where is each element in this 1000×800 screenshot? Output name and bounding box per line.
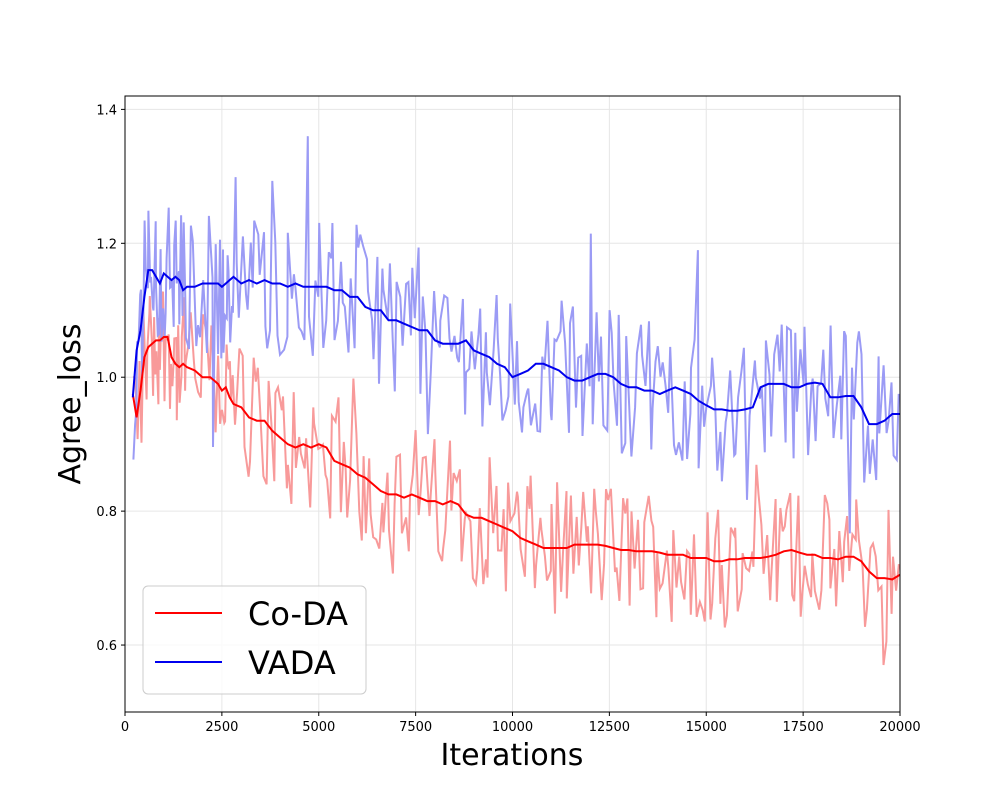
y-tick-label: 1.0	[96, 371, 117, 386]
y-tick-label: 1.4	[96, 103, 117, 118]
x-tick-label: 5000	[302, 720, 335, 735]
x-tick-label: 7500	[399, 720, 432, 735]
smooth-series-layer	[131, 269, 900, 581]
x-tick-label: 15000	[686, 720, 727, 735]
x-tick-label: 12500	[589, 720, 630, 735]
x-axis-ticks: 0 2500 5000 7500 10000 12500 15000 17500 20000	[121, 712, 921, 735]
x-tick-label: 17500	[782, 720, 823, 735]
legend-entry-co-da: Co-DA	[248, 595, 348, 633]
y-axis-label: Agree_loss	[53, 323, 88, 484]
series-line-vada	[131, 269, 900, 426]
raw-series-line-co-da	[132, 291, 900, 666]
y-tick-label: 0.6	[96, 639, 117, 654]
x-tick-label: 20000	[879, 720, 920, 735]
raw-series-line-vada	[132, 136, 900, 534]
y-tick-label: 0.8	[96, 505, 117, 520]
legend: Co-DA VADA	[142, 585, 367, 695]
series-line-co-da	[131, 336, 900, 581]
legend-entry-vada: VADA	[248, 644, 336, 682]
raw-series-layer	[132, 136, 900, 666]
y-tick-label: 1.2	[96, 237, 117, 252]
y-axis-ticks: 0.6 0.8 1.0 1.2 1.4	[96, 103, 125, 654]
x-tick-label: 2500	[205, 720, 238, 735]
x-tick-label: 0	[121, 720, 129, 735]
x-tick-label: 10000	[492, 720, 533, 735]
x-axis-label: Iterations	[441, 738, 584, 773]
